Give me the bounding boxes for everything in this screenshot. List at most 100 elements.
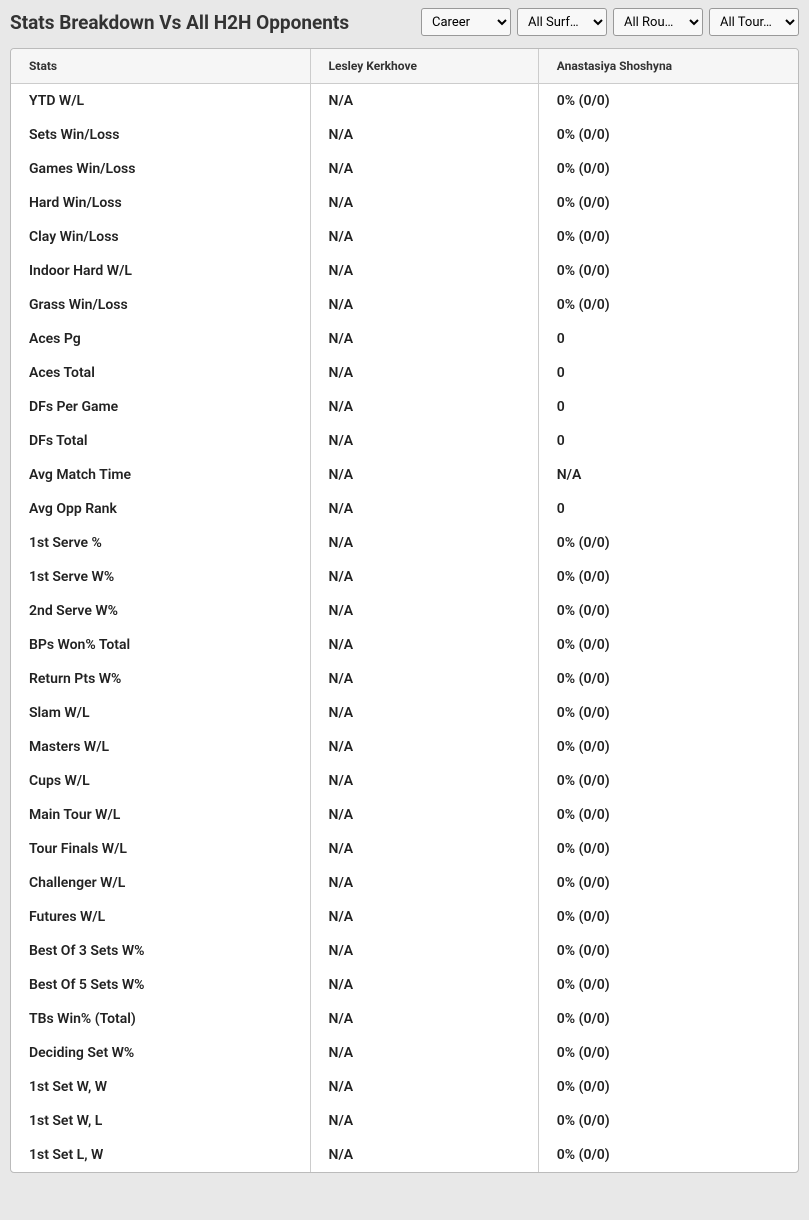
table-row: 1st Set W, WN/A0% (0/0) — [11, 1070, 798, 1104]
table-row: Avg Opp RankN/A0 — [11, 492, 798, 526]
player1-value-cell: N/A — [310, 424, 538, 458]
stat-name-cell: YTD W/L — [11, 84, 310, 119]
col-header-player1: Lesley Kerkhove — [310, 49, 538, 84]
player2-value-cell: 0 — [538, 322, 798, 356]
table-row: Indoor Hard W/LN/A0% (0/0) — [11, 254, 798, 288]
stat-name-cell: Games Win/Loss — [11, 152, 310, 186]
table-row: 2nd Serve W%N/A0% (0/0) — [11, 594, 798, 628]
table-row: Aces TotalN/A0 — [11, 356, 798, 390]
player1-value-cell: N/A — [310, 798, 538, 832]
player2-value-cell: 0% (0/0) — [538, 662, 798, 696]
player1-value-cell: N/A — [310, 390, 538, 424]
table-row: Main Tour W/LN/A0% (0/0) — [11, 798, 798, 832]
player2-value-cell: 0% (0/0) — [538, 1036, 798, 1070]
player1-value-cell: N/A — [310, 900, 538, 934]
table-row: Deciding Set W%N/A0% (0/0) — [11, 1036, 798, 1070]
table-row: 1st Serve %N/A0% (0/0) — [11, 526, 798, 560]
stat-name-cell: Hard Win/Loss — [11, 186, 310, 220]
table-row: Best Of 3 Sets W%N/A0% (0/0) — [11, 934, 798, 968]
table-row: Slam W/LN/A0% (0/0) — [11, 696, 798, 730]
stat-name-cell: Challenger W/L — [11, 866, 310, 900]
table-row: Hard Win/LossN/A0% (0/0) — [11, 186, 798, 220]
table-row: Clay Win/LossN/A0% (0/0) — [11, 220, 798, 254]
stat-name-cell: Aces Pg — [11, 322, 310, 356]
surface-select[interactable]: All Surf… — [517, 8, 607, 36]
table-row: Avg Match TimeN/AN/A — [11, 458, 798, 492]
stats-table-wrapper: Stats Lesley Kerkhove Anastasiya Shoshyn… — [10, 48, 799, 1173]
player2-value-cell: 0% (0/0) — [538, 696, 798, 730]
player2-value-cell: 0 — [538, 492, 798, 526]
player2-value-cell: N/A — [538, 458, 798, 492]
player1-value-cell: N/A — [310, 934, 538, 968]
stat-name-cell: Aces Total — [11, 356, 310, 390]
player1-value-cell: N/A — [310, 594, 538, 628]
stat-name-cell: 1st Serve % — [11, 526, 310, 560]
player1-value-cell: N/A — [310, 220, 538, 254]
stat-name-cell: 1st Set W, W — [11, 1070, 310, 1104]
table-row: BPs Won% TotalN/A0% (0/0) — [11, 628, 798, 662]
stat-name-cell: Tour Finals W/L — [11, 832, 310, 866]
stat-name-cell: BPs Won% Total — [11, 628, 310, 662]
table-header-row: Stats Lesley Kerkhove Anastasiya Shoshyn… — [11, 49, 798, 84]
player2-value-cell: 0% (0/0) — [538, 866, 798, 900]
player2-value-cell: 0% (0/0) — [538, 186, 798, 220]
player1-value-cell: N/A — [310, 1036, 538, 1070]
stat-name-cell: Best Of 3 Sets W% — [11, 934, 310, 968]
stat-name-cell: Futures W/L — [11, 900, 310, 934]
table-row: Grass Win/LossN/A0% (0/0) — [11, 288, 798, 322]
player1-value-cell: N/A — [310, 1070, 538, 1104]
period-select[interactable]: Career — [421, 8, 511, 36]
stat-name-cell: TBs Win% (Total) — [11, 1002, 310, 1036]
stat-name-cell: Cups W/L — [11, 764, 310, 798]
player1-value-cell: N/A — [310, 322, 538, 356]
player2-value-cell: 0% (0/0) — [538, 526, 798, 560]
player1-value-cell: N/A — [310, 1002, 538, 1036]
panel-header: Stats Breakdown Vs All H2H Opponents Car… — [0, 0, 809, 44]
stat-name-cell: 1st Set L, W — [11, 1138, 310, 1172]
col-header-stats: Stats — [11, 49, 310, 84]
table-row: Masters W/LN/A0% (0/0) — [11, 730, 798, 764]
stat-name-cell: 1st Set W, L — [11, 1104, 310, 1138]
player2-value-cell: 0% (0/0) — [538, 832, 798, 866]
table-row: 1st Set L, WN/A0% (0/0) — [11, 1138, 798, 1172]
round-select[interactable]: All Rou… — [613, 8, 703, 36]
table-row: Futures W/LN/A0% (0/0) — [11, 900, 798, 934]
player2-value-cell: 0% (0/0) — [538, 628, 798, 662]
stat-name-cell: Main Tour W/L — [11, 798, 310, 832]
stats-breakdown-panel: Stats Breakdown Vs All H2H Opponents Car… — [0, 0, 809, 1173]
player1-value-cell: N/A — [310, 662, 538, 696]
col-header-player2: Anastasiya Shoshyna — [538, 49, 798, 84]
table-row: Cups W/LN/A0% (0/0) — [11, 764, 798, 798]
tour-select[interactable]: All Tour… — [709, 8, 799, 36]
player1-value-cell: N/A — [310, 254, 538, 288]
stat-name-cell: Sets Win/Loss — [11, 118, 310, 152]
player2-value-cell: 0 — [538, 424, 798, 458]
player1-value-cell: N/A — [310, 968, 538, 1002]
table-row: 1st Serve W%N/A0% (0/0) — [11, 560, 798, 594]
stat-name-cell: DFs Total — [11, 424, 310, 458]
player1-value-cell: N/A — [310, 84, 538, 119]
player1-value-cell: N/A — [310, 764, 538, 798]
stats-table-body: YTD W/LN/A0% (0/0)Sets Win/LossN/A0% (0/… — [11, 84, 798, 1173]
player2-value-cell: 0% (0/0) — [538, 84, 798, 119]
table-row: Return Pts W%N/A0% (0/0) — [11, 662, 798, 696]
player2-value-cell: 0% (0/0) — [538, 288, 798, 322]
table-row: Sets Win/LossN/A0% (0/0) — [11, 118, 798, 152]
table-row: Games Win/LossN/A0% (0/0) — [11, 152, 798, 186]
stat-name-cell: DFs Per Game — [11, 390, 310, 424]
stat-name-cell: Avg Opp Rank — [11, 492, 310, 526]
stat-name-cell: 1st Serve W% — [11, 560, 310, 594]
stat-name-cell: Masters W/L — [11, 730, 310, 764]
player1-value-cell: N/A — [310, 832, 538, 866]
player2-value-cell: 0% (0/0) — [538, 152, 798, 186]
player2-value-cell: 0% (0/0) — [538, 254, 798, 288]
table-row: Challenger W/LN/A0% (0/0) — [11, 866, 798, 900]
player1-value-cell: N/A — [310, 186, 538, 220]
player1-value-cell: N/A — [310, 288, 538, 322]
player2-value-cell: 0% (0/0) — [538, 798, 798, 832]
player1-value-cell: N/A — [310, 730, 538, 764]
player1-value-cell: N/A — [310, 492, 538, 526]
stat-name-cell: Slam W/L — [11, 696, 310, 730]
player2-value-cell: 0% (0/0) — [538, 934, 798, 968]
player1-value-cell: N/A — [310, 356, 538, 390]
